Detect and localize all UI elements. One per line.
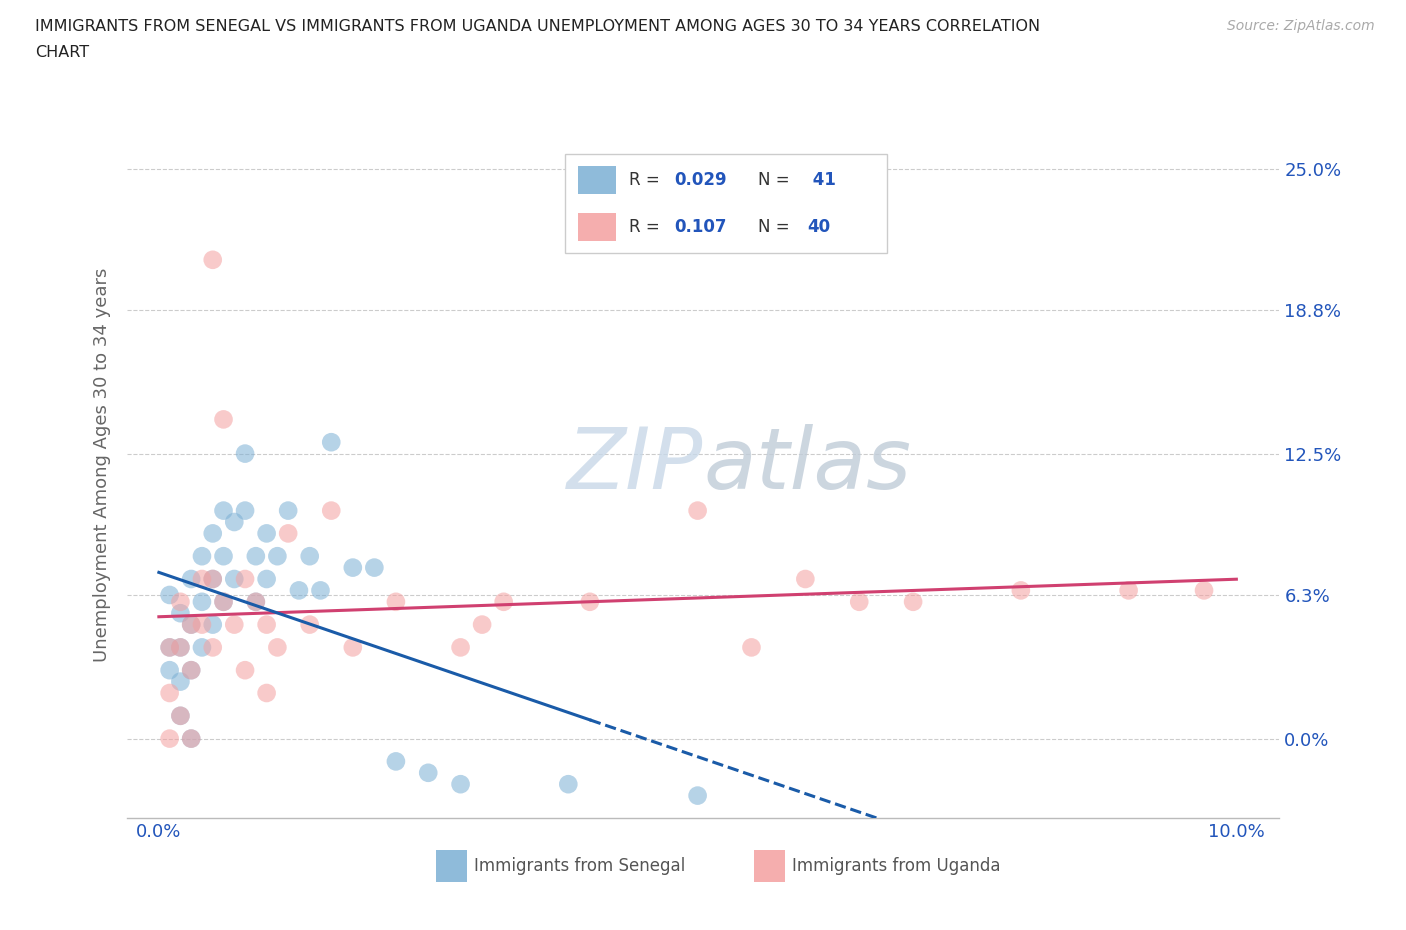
Point — [201, 572, 224, 587]
Point — [169, 709, 191, 724]
Y-axis label: Unemployment Among Ages 30 to 34 years: Unemployment Among Ages 30 to 34 years — [93, 268, 111, 662]
Point — [298, 549, 321, 564]
Point — [212, 549, 235, 564]
Point — [740, 640, 762, 655]
Point — [180, 731, 202, 746]
Point — [686, 788, 709, 803]
Point — [233, 446, 256, 461]
Point — [385, 754, 408, 769]
Point — [385, 594, 408, 609]
Point — [245, 594, 267, 609]
Point — [212, 503, 235, 518]
Point — [191, 572, 214, 587]
Text: atlas: atlas — [703, 423, 911, 507]
Text: CHART: CHART — [35, 45, 89, 60]
Point — [159, 685, 181, 700]
Point — [256, 526, 278, 541]
Point — [212, 412, 235, 427]
Point — [848, 594, 870, 609]
Point — [266, 549, 288, 564]
Point — [418, 765, 440, 780]
Point — [492, 594, 515, 609]
Point — [321, 503, 343, 518]
Point — [169, 605, 191, 620]
Point — [557, 777, 579, 791]
Point — [1010, 583, 1032, 598]
Point — [201, 640, 224, 655]
Point — [159, 640, 181, 655]
Point — [245, 549, 267, 564]
Point — [180, 663, 202, 678]
Point — [794, 572, 817, 587]
Point — [180, 618, 202, 632]
Point — [191, 618, 214, 632]
Text: Source: ZipAtlas.com: Source: ZipAtlas.com — [1227, 19, 1375, 33]
Point — [224, 618, 246, 632]
Point — [159, 588, 181, 603]
Point — [450, 640, 472, 655]
Point — [212, 594, 235, 609]
Point — [180, 618, 202, 632]
Point — [342, 560, 364, 575]
Point — [288, 583, 311, 598]
Point — [233, 503, 256, 518]
Point — [201, 618, 224, 632]
Point — [266, 640, 288, 655]
Point — [901, 594, 924, 609]
Point — [180, 572, 202, 587]
Point — [191, 594, 214, 609]
Point — [471, 618, 494, 632]
Point — [1192, 583, 1215, 598]
Point — [277, 503, 299, 518]
Point — [159, 663, 181, 678]
Text: IMMIGRANTS FROM SENEGAL VS IMMIGRANTS FROM UGANDA UNEMPLOYMENT AMONG AGES 30 TO : IMMIGRANTS FROM SENEGAL VS IMMIGRANTS FR… — [35, 19, 1040, 33]
Point — [191, 640, 214, 655]
Point — [201, 526, 224, 541]
Point — [201, 252, 224, 267]
Point — [159, 731, 181, 746]
Point — [256, 685, 278, 700]
Point — [1118, 583, 1140, 598]
Point — [224, 514, 246, 529]
Point — [363, 560, 385, 575]
Point — [169, 709, 191, 724]
Point — [277, 526, 299, 541]
Point — [180, 663, 202, 678]
Point — [233, 572, 256, 587]
Point — [180, 731, 202, 746]
Point — [321, 434, 343, 449]
Point — [298, 618, 321, 632]
Point — [169, 674, 191, 689]
Point — [579, 594, 602, 609]
Point — [159, 640, 181, 655]
Point — [256, 618, 278, 632]
Point — [201, 572, 224, 587]
Point — [245, 594, 267, 609]
Point — [191, 549, 214, 564]
Point — [169, 640, 191, 655]
Point — [233, 663, 256, 678]
Point — [309, 583, 332, 598]
Point — [169, 640, 191, 655]
Point — [686, 503, 709, 518]
Point — [450, 777, 472, 791]
Text: ZIP: ZIP — [567, 423, 703, 507]
Point — [256, 572, 278, 587]
Point — [212, 594, 235, 609]
Point — [342, 640, 364, 655]
Point — [169, 594, 191, 609]
Point — [224, 572, 246, 587]
